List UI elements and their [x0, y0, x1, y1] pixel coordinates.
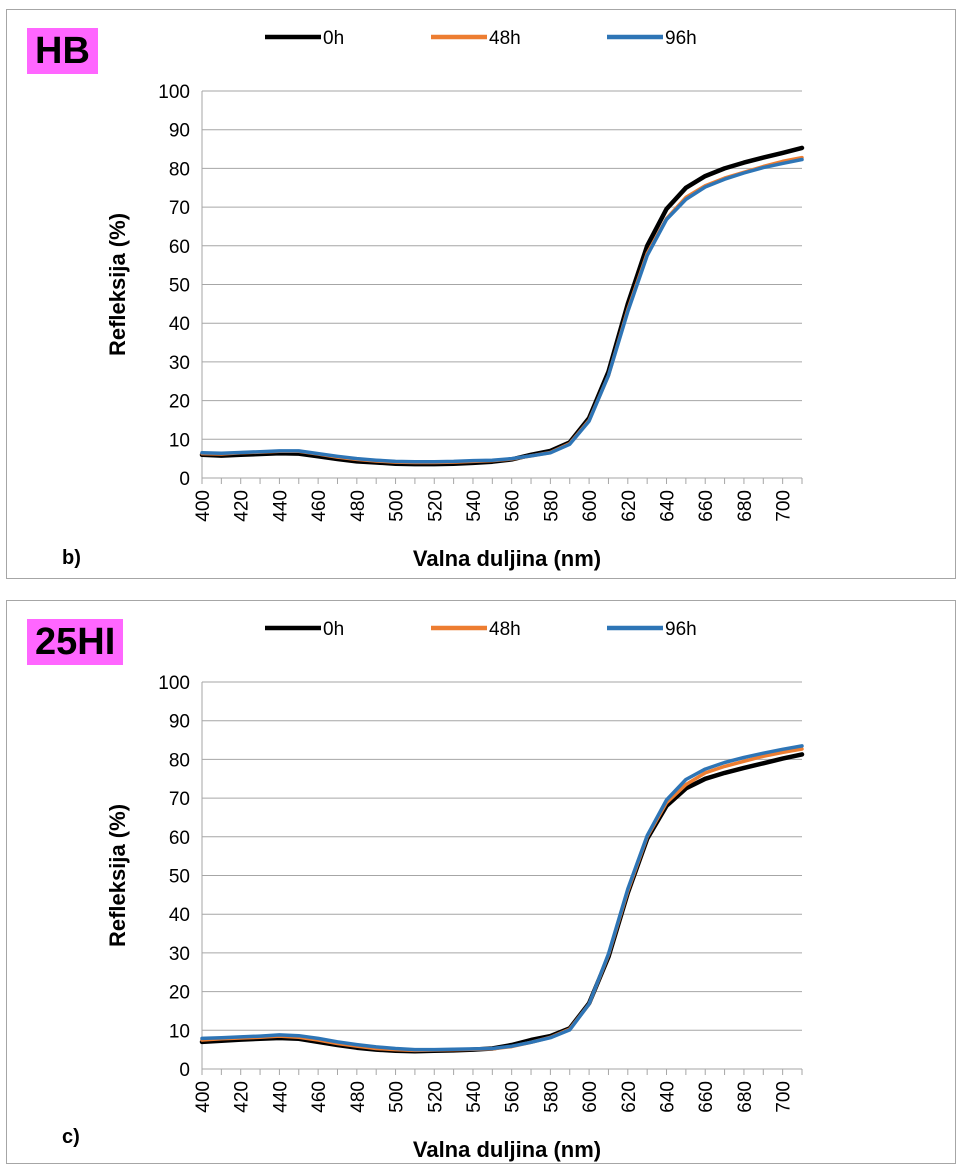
y-tick-label: 60 [169, 828, 190, 849]
panel-letter: b) [62, 547, 81, 569]
x-tick-label: 580 [541, 1081, 562, 1113]
y-axis-title: Refleksija (%) [105, 804, 130, 947]
y-tick-label: 10 [169, 430, 190, 451]
x-tick-label: 440 [270, 1081, 291, 1113]
series-line [200, 157, 804, 464]
x-tick-label: 480 [348, 490, 369, 522]
x-tick-label: 460 [309, 490, 330, 522]
series-line [200, 747, 804, 1053]
legend-label: 0h [323, 619, 344, 640]
y-tick-label: 80 [169, 159, 190, 180]
y-tick-label: 30 [169, 944, 190, 965]
x-tick-label: 660 [696, 1081, 717, 1113]
x-tick-label: 560 [503, 1081, 524, 1113]
reflectance-chart: 0 10 20 30 40 50 60 70 80 90 100 400 420 440 460 480 500… [105, 619, 805, 1162]
legend-label: 96h [665, 619, 697, 640]
series-line [200, 744, 804, 1052]
y-tick-label: 50 [169, 867, 190, 888]
y-tick-label: 100 [158, 673, 190, 694]
y-tick-label: 20 [169, 983, 190, 1004]
x-tick-label: 620 [619, 1081, 640, 1113]
x-tick-label: 520 [425, 490, 446, 522]
chart-panel-25hi: 25HI c) 0 10 20 30 40 50 60 70 80 90 100 400 420 440 4… [6, 600, 956, 1164]
series-line [199, 752, 805, 1054]
x-tick-label: 600 [580, 490, 601, 522]
x-tick-label: 500 [387, 1081, 408, 1113]
legend-label: 48h [489, 28, 521, 49]
x-tick-label: 620 [619, 490, 640, 522]
x-tick-label: 420 [232, 1081, 253, 1113]
y-tick-label: 50 [169, 276, 190, 297]
x-tick-label: 640 [658, 490, 679, 522]
legend-label: 96h [665, 28, 697, 49]
y-tick-label: 40 [169, 314, 190, 335]
series-line [200, 155, 804, 465]
x-tick-label: 640 [658, 1081, 679, 1113]
y-tick-label: 30 [169, 353, 190, 374]
x-tick-label: 680 [735, 1081, 756, 1113]
sample-tag: 25HI [27, 619, 124, 665]
reflectance-chart: 0 10 20 30 40 50 60 70 80 90 100 400 420 440 460 480 500… [105, 28, 805, 571]
x-tick-label: 700 [774, 1081, 795, 1113]
sample-tag: HB [27, 28, 98, 74]
y-tick-label: 0 [179, 1060, 190, 1081]
legend-label: 48h [489, 619, 521, 640]
x-tick-label: 560 [503, 490, 524, 522]
x-tick-label: 660 [696, 490, 717, 522]
y-tick-label: 80 [169, 750, 190, 771]
x-tick-label: 600 [580, 1081, 601, 1113]
y-axis-title: Refleksija (%) [105, 213, 130, 356]
x-axis-title: Valna duljina (nm) [413, 1137, 601, 1162]
panel-letter: c) [62, 1126, 80, 1148]
y-tick-label: 90 [169, 121, 190, 142]
y-tick-label: 70 [169, 198, 190, 219]
chart-panel-hb: HB b) 0 10 20 30 40 50 60 70 80 90 100 400 420 440 460… [6, 9, 956, 579]
x-tick-label: 680 [735, 490, 756, 522]
x-tick-label: 500 [387, 490, 408, 522]
series-line [199, 145, 805, 467]
x-tick-label: 440 [270, 490, 291, 522]
x-tick-label: 400 [193, 1081, 214, 1113]
y-tick-label: 60 [169, 237, 190, 258]
x-tick-label: 400 [193, 490, 214, 522]
legend-label: 0h [323, 28, 344, 49]
y-tick-label: 10 [169, 1021, 190, 1042]
y-tick-label: 40 [169, 905, 190, 926]
y-tick-label: 0 [179, 469, 190, 490]
x-tick-label: 520 [425, 1081, 446, 1113]
x-tick-label: 540 [464, 1081, 485, 1113]
x-tick-label: 580 [541, 490, 562, 522]
y-tick-label: 70 [169, 789, 190, 810]
y-tick-label: 100 [158, 82, 190, 103]
x-tick-label: 460 [309, 1081, 330, 1113]
x-tick-label: 420 [232, 490, 253, 522]
y-tick-label: 20 [169, 392, 190, 413]
x-tick-label: 480 [348, 1081, 369, 1113]
x-tick-label: 540 [464, 490, 485, 522]
y-tick-label: 90 [169, 712, 190, 733]
x-axis-title: Valna duljina (nm) [413, 546, 601, 571]
x-tick-label: 700 [774, 490, 795, 522]
